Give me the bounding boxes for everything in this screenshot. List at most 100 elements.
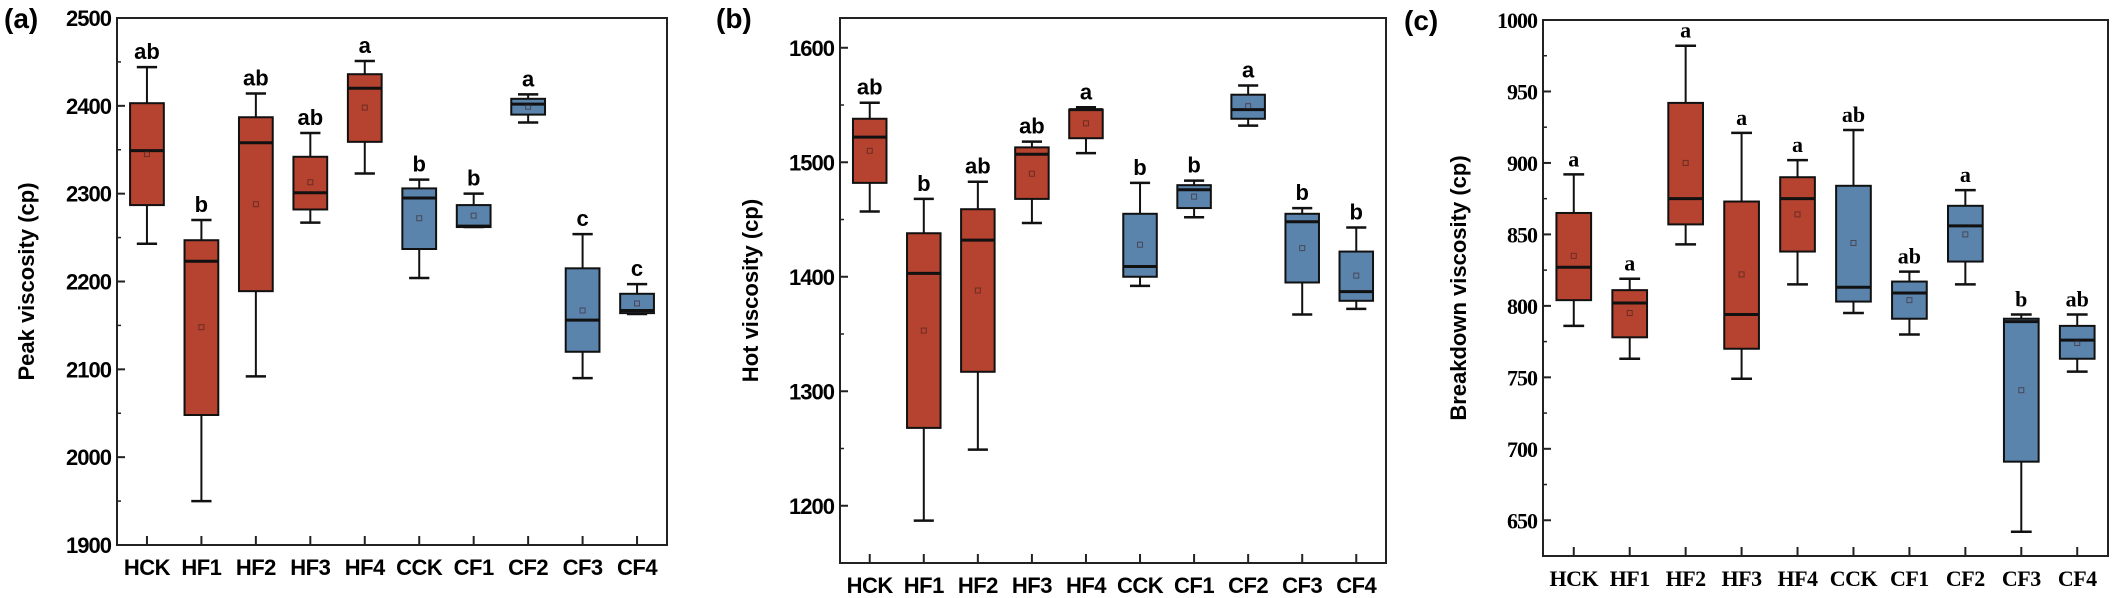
panel-label: (b) [716, 3, 752, 34]
mean-marker [579, 307, 586, 314]
y-tick-label: 1500 [789, 150, 835, 175]
mean-marker [361, 104, 368, 111]
x-tick-label: CF1 [1890, 566, 1929, 591]
significance-letter: ab [2066, 286, 2089, 311]
box-iqr [1338, 250, 1375, 302]
plot-frame [839, 17, 1387, 564]
y-axis-label: Peak viscosity (cp) [14, 182, 39, 380]
mean-marker [2018, 387, 2025, 394]
x-tick-label: CF2 [508, 555, 548, 580]
significance-letter: ab [857, 75, 883, 100]
box-cck: b [1122, 155, 1158, 288]
x-tick-label: HCK [124, 555, 171, 580]
box-iqr [1014, 146, 1050, 200]
significance-letter: a [1242, 58, 1255, 83]
significance-letter: a [1080, 79, 1093, 104]
x-tick-label: HCK [1549, 566, 1598, 591]
significance-letter: a [1568, 146, 1579, 171]
x-tick-label: HF2 [1666, 566, 1707, 591]
significance-letter: b [917, 171, 930, 196]
mean-marker [1962, 231, 1969, 238]
box-iqr [1947, 204, 1984, 263]
x-tick-label: HF1 [904, 573, 944, 598]
box-cf2: a [1947, 162, 1984, 286]
significance-letter: b [1133, 155, 1146, 180]
significance-letter: ab [297, 105, 323, 130]
significance-letter: ab [134, 39, 160, 64]
mean-marker [974, 287, 981, 294]
box-iqr [1891, 280, 1928, 320]
x-tick-label: CF4 [617, 555, 658, 580]
box-iqr [619, 292, 655, 315]
significance-letter: a [1624, 251, 1635, 276]
box-cck: b [401, 152, 438, 280]
x-tick-label: HF4 [345, 555, 386, 580]
significance-letter: ab [243, 66, 269, 91]
panel-label: (a) [4, 3, 38, 34]
significance-letter: c [576, 206, 588, 231]
mean-marker [1191, 193, 1198, 200]
significance-letter: ab [965, 154, 991, 179]
x-tick-label: HF3 [1012, 573, 1052, 598]
y-tick-label: 1900 [66, 533, 112, 558]
x-tick-label: HF1 [181, 555, 221, 580]
box-cck: ab [1835, 102, 1872, 315]
mean-marker [1906, 297, 1913, 304]
significance-letter: b [2015, 286, 2027, 311]
box-iqr [292, 155, 329, 211]
y-tick-label: 2000 [66, 445, 112, 470]
box-cf4: ab [2058, 286, 2096, 373]
x-tick-label: HF4 [1777, 566, 1818, 591]
x-tick-label: CF2 [1946, 566, 1985, 591]
box-iqr [510, 97, 547, 116]
box-hck: ab [129, 39, 165, 245]
significance-letter: b [413, 152, 426, 177]
mean-marker [198, 324, 205, 331]
x-tick-label: CCK [1117, 573, 1164, 598]
panel-a: (a) Peak viscosity (cp) 1900 2000 2100 2200 23… [4, 3, 668, 580]
mean-marker [1626, 310, 1633, 317]
mean-marker [143, 151, 150, 158]
plot-frame [1542, 19, 2109, 557]
significance-letter: ab [1898, 244, 1921, 269]
box-cf2: a [510, 66, 547, 124]
mean-marker [307, 179, 314, 186]
box-iqr [455, 204, 492, 229]
panel-c: (c) Breakdown viscosity (cp) 650 700 750 800 8… [1404, 5, 2109, 591]
box-iqr [2002, 317, 2040, 463]
mean-marker [1299, 245, 1306, 252]
x-tick-label: HF1 [1610, 566, 1650, 591]
significance-letter: a [1960, 162, 1971, 187]
significance-letter: a [1736, 105, 1747, 130]
x-tick-label: CF3 [563, 555, 603, 580]
panel-b: (b) Hot viscosity (cp) 1200 1300 1400 1500 160… [716, 3, 1387, 598]
box-cf2: a [1230, 58, 1266, 127]
mean-marker [1137, 241, 1144, 248]
box-cf4: c [619, 256, 655, 316]
significance-letter: a [1680, 18, 1691, 43]
significance-letter: b [467, 166, 480, 191]
y-tick-label: 1600 [789, 36, 835, 61]
box-iqr [1284, 212, 1320, 284]
mean-marker [416, 215, 423, 222]
box-cf3: b [2002, 286, 2040, 533]
y-tick-label: 800 [1507, 294, 1538, 319]
mean-marker [1082, 120, 1089, 127]
mean-marker [1682, 159, 1689, 166]
y-tick-label: 2500 [66, 6, 112, 31]
box-cf3: c [564, 206, 601, 380]
mean-marker [525, 103, 532, 110]
box-iqr [2058, 324, 2096, 360]
y-tick-label: 2400 [66, 94, 112, 119]
box-iqr [346, 73, 383, 143]
box-hf3: ab [1014, 114, 1050, 225]
box-hf3: a [1723, 105, 1760, 381]
mean-marker [1738, 271, 1745, 278]
mean-marker [1353, 272, 1360, 279]
y-tick-label: 1000 [1497, 8, 1538, 33]
box-hf3: ab [292, 105, 329, 224]
box-iqr [1230, 93, 1266, 120]
x-tick-label: HCK [847, 573, 894, 598]
significance-letter: c [631, 256, 643, 281]
x-tick-label: CF4 [2058, 566, 2097, 591]
